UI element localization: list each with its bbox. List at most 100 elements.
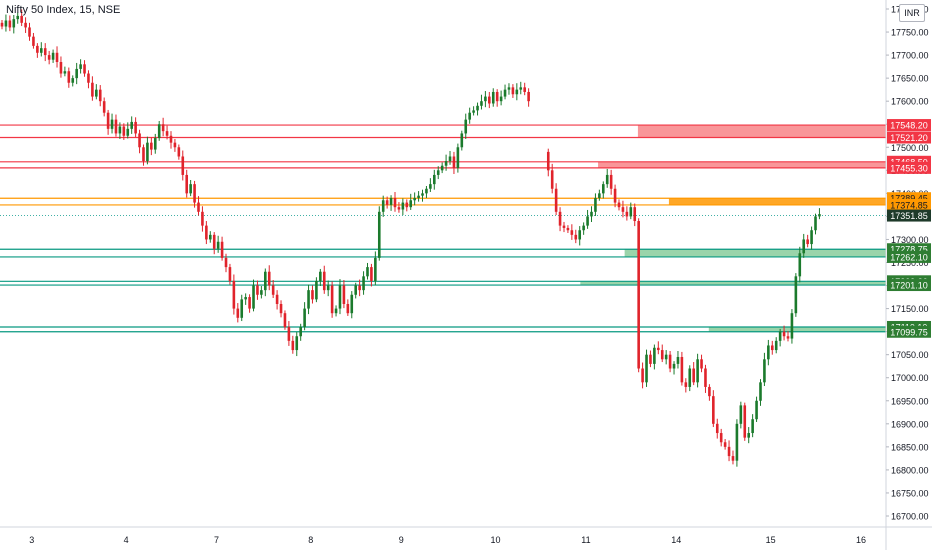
- candle-body: [770, 345, 774, 351]
- candle-body: [700, 359, 703, 369]
- candle: [488, 91, 491, 109]
- candle: [770, 340, 774, 355]
- x-tick-label: 11: [581, 535, 590, 545]
- candle-body: [401, 202, 405, 210]
- candle-body: [342, 285, 346, 304]
- level-badge: [887, 279, 931, 292]
- candle: [550, 163, 554, 194]
- candle-body: [719, 433, 723, 443]
- candle-body: [480, 101, 483, 106]
- candle: [122, 123, 126, 140]
- candle-body: [134, 121, 137, 134]
- candle-body: [79, 64, 82, 69]
- candle-body: [574, 234, 578, 240]
- y-tick-label: 17050.00: [891, 350, 929, 360]
- candle: [350, 291, 354, 319]
- candle-body: [405, 202, 409, 208]
- candle: [448, 150, 452, 165]
- candle: [98, 85, 102, 107]
- candle: [260, 286, 263, 299]
- candle: [511, 84, 515, 98]
- y-tick-label: 17650.00: [891, 74, 929, 84]
- currency-badge[interactable]: INR: [899, 4, 925, 22]
- candle: [330, 281, 334, 318]
- candle: [660, 344, 664, 363]
- candle-body: [523, 87, 526, 92]
- candle-body: [32, 36, 35, 46]
- candle-body: [712, 396, 715, 424]
- candle: [413, 192, 416, 206]
- level-badge-label: 17099.75: [890, 327, 928, 337]
- candle: [613, 184, 617, 208]
- candle: [32, 32, 35, 49]
- candle: [570, 224, 574, 240]
- candle-body: [47, 55, 51, 60]
- candle: [110, 113, 114, 134]
- candle: [802, 233, 806, 258]
- candle-body: [389, 197, 393, 205]
- candle-body: [657, 347, 660, 351]
- candle-body: [704, 368, 707, 387]
- candle-body: [507, 87, 511, 90]
- candle-body: [118, 126, 122, 134]
- candle: [723, 439, 727, 450]
- y-tick-label: 17000.00: [891, 373, 929, 383]
- candle-body: [205, 225, 208, 240]
- candle: [578, 226, 582, 246]
- candle-body: [688, 368, 692, 387]
- candle: [747, 427, 750, 444]
- candle-body: [295, 336, 299, 351]
- candle-body: [212, 234, 216, 249]
- candle-body: [12, 19, 16, 28]
- candle: [468, 107, 471, 124]
- candle-body: [519, 87, 523, 90]
- candle: [264, 268, 267, 297]
- candle: [495, 89, 499, 107]
- level-badge-label: 17548.20: [890, 121, 928, 131]
- candle-body: [696, 359, 699, 383]
- candle: [586, 209, 589, 229]
- candle: [130, 116, 133, 134]
- candle-body: [326, 285, 330, 291]
- level-zone: [624, 249, 886, 257]
- candle-body: [338, 285, 342, 309]
- candle-body: [201, 211, 204, 226]
- y-tick-label: 16950.00: [891, 396, 929, 406]
- candle: [377, 206, 381, 261]
- candle: [185, 169, 189, 198]
- candle: [405, 199, 409, 212]
- candle-body: [366, 267, 369, 277]
- candle: [704, 364, 707, 393]
- candle-body: [83, 64, 86, 74]
- candle: [271, 280, 275, 298]
- candle: [594, 193, 597, 216]
- candle: [452, 151, 456, 175]
- candle: [484, 91, 487, 108]
- candle: [708, 384, 711, 401]
- candle: [609, 169, 613, 195]
- candle: [51, 49, 55, 63]
- candle: [472, 106, 475, 116]
- candle-body: [248, 297, 251, 309]
- candle-body: [0, 22, 4, 27]
- candle-body: [102, 101, 106, 113]
- candle-body: [692, 368, 695, 383]
- candle: [759, 379, 762, 406]
- candle-body: [601, 184, 605, 194]
- candle-body: [747, 433, 750, 438]
- candle-body: [468, 112, 471, 120]
- candle-body: [36, 45, 39, 53]
- candle: [633, 203, 637, 227]
- candle: [621, 200, 625, 218]
- candle-body: [743, 405, 747, 438]
- candle-body: [354, 285, 357, 295]
- candle-body: [417, 195, 420, 198]
- candle-body: [495, 91, 499, 102]
- candle: [181, 150, 185, 181]
- level-badge-label: 17278.75: [890, 245, 928, 255]
- candle-body: [511, 87, 515, 95]
- candle: [205, 221, 208, 245]
- candle-body: [484, 96, 487, 102]
